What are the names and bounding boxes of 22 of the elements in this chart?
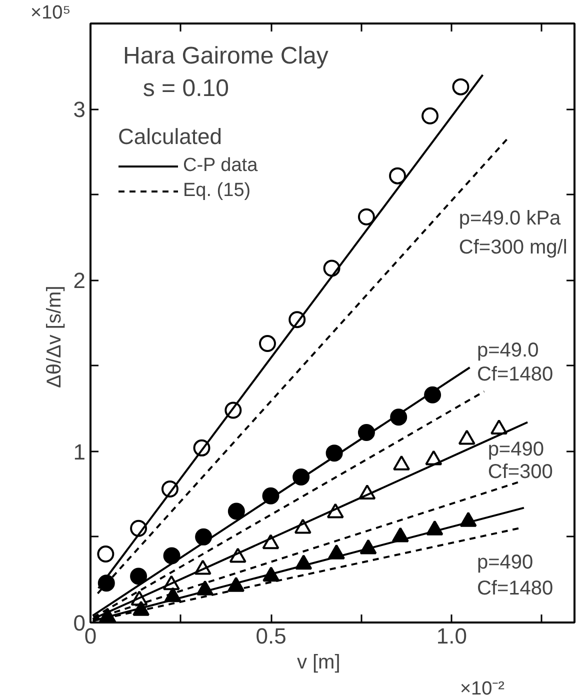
text: s = 0.10 xyxy=(142,75,229,102)
y-tick-label: 2 xyxy=(73,268,86,294)
annotation: p=490 xyxy=(488,438,544,461)
legend-title: Calculated xyxy=(118,124,223,150)
y-tick-label: 1 xyxy=(73,439,86,464)
text: ×10⁵ xyxy=(30,2,71,24)
x-axis-title: v [m] xyxy=(296,652,340,674)
annotation: Cf=300 xyxy=(488,460,553,483)
annotation: Cf=1480 xyxy=(476,363,554,386)
x-tick-label: 0.5 xyxy=(256,624,286,648)
y-axis-title: Δθ/Δv [s/m] xyxy=(43,286,66,388)
y-tick-label: 3 xyxy=(73,97,86,122)
legend-label: Eq. (15) xyxy=(183,180,251,202)
x-tick-label: 1.0 xyxy=(436,624,467,648)
annotation: p=49.0 xyxy=(476,339,539,362)
annotation: p=490 xyxy=(476,552,534,574)
annotation: Cf=300 mg/l xyxy=(458,236,568,259)
text: Hara Gairome Clay xyxy=(123,42,328,70)
legend-label: C-P data xyxy=(183,155,258,177)
annotation: p=49.0 kPa xyxy=(458,208,562,230)
annotation: Cf=1480 xyxy=(476,577,554,600)
text: ×10⁻² xyxy=(460,678,505,699)
